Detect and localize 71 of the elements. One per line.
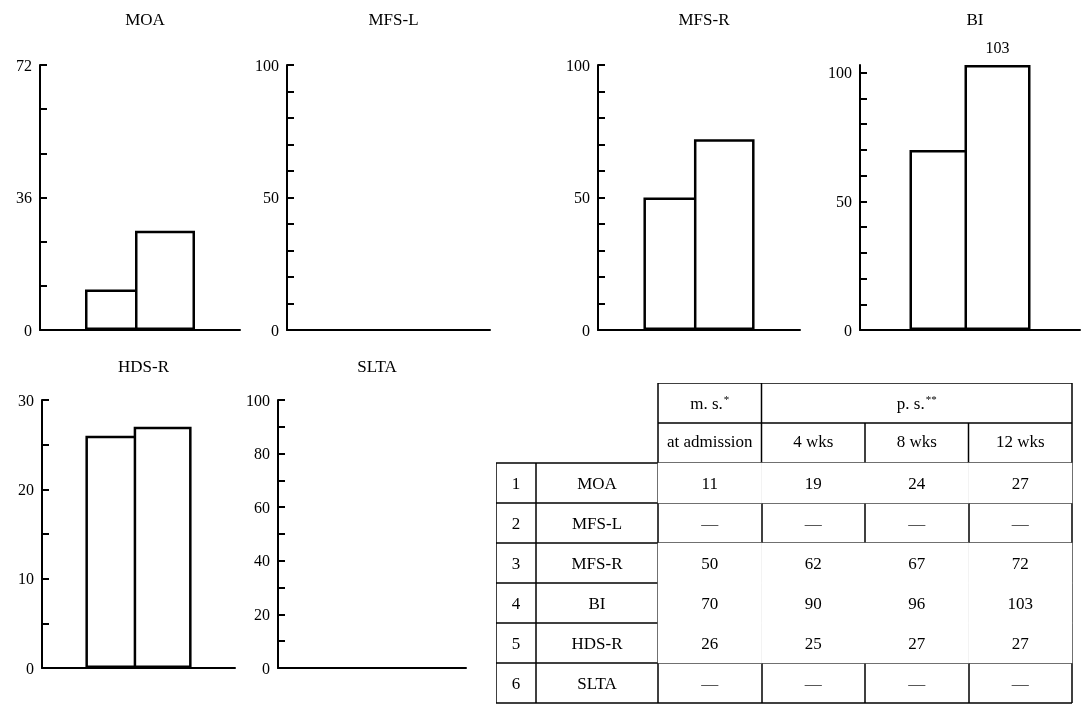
- data-label: 96: [908, 593, 926, 613]
- chart-title: MOA: [125, 10, 166, 29]
- data-label: 27: [1011, 473, 1030, 493]
- text: —: [701, 673, 719, 693]
- y-tick-label: SLTA: [577, 673, 618, 693]
- chart-title: SLTA: [357, 357, 398, 376]
- data-label: 11: [701, 473, 718, 493]
- chart-title: HDS-R: [117, 357, 170, 376]
- text: m. s.*: [690, 393, 730, 413]
- data-label: 50: [701, 553, 719, 573]
- data-label: 27: [1011, 633, 1030, 653]
- text: —: [908, 513, 926, 533]
- data-label: 24: [908, 473, 926, 493]
- data-label: 25: [804, 633, 822, 653]
- y-tick-label: 80: [254, 445, 270, 463]
- y2-tick-label: 5: [511, 633, 521, 653]
- data-label: 62: [804, 553, 822, 573]
- chart-title: MFS-L: [368, 10, 419, 29]
- data-label: 27: [908, 633, 926, 653]
- chart-title: MFS-R: [678, 10, 731, 29]
- y2-tick-label: 2: [511, 513, 521, 533]
- y-tick-label: HDS-R: [571, 633, 624, 653]
- data-label: 72: [1011, 553, 1029, 573]
- y-tick-label: 0: [844, 321, 852, 339]
- y-tick-label: 0: [582, 321, 590, 339]
- y-tick-label: 10: [18, 570, 34, 588]
- y2-tick-label: 4: [511, 593, 521, 613]
- x-tick-label: 12 wks: [995, 432, 1045, 451]
- data-label: 26: [701, 633, 719, 653]
- y-tick-label: 36: [16, 189, 32, 206]
- y2-tick-label: 1: [511, 473, 521, 493]
- y-tick-label: 20: [18, 480, 34, 498]
- x-tick-label: 8 wks: [896, 432, 937, 451]
- data-label: 19: [804, 473, 822, 493]
- x-tick-label: at admission: [667, 432, 753, 451]
- text: —: [804, 673, 822, 693]
- y2-tick-label: 3: [511, 553, 521, 573]
- y-tick-label: 0: [262, 659, 270, 677]
- y-tick-label: 0: [24, 321, 32, 339]
- chart-title: BI: [966, 10, 984, 29]
- y-tick-label: 40: [254, 552, 270, 570]
- y-tick-label: 30: [18, 391, 34, 409]
- y-tick-label: 100: [828, 64, 852, 82]
- y-tick-label: 50: [836, 192, 852, 210]
- x-tick-label: 4 wks: [793, 432, 834, 451]
- y-tick-label: 20: [254, 605, 270, 623]
- text: —: [701, 513, 719, 533]
- y-tick-label: BI: [588, 593, 606, 613]
- y2-tick-label: 6: [511, 673, 521, 693]
- y-tick-label: MFS-L: [571, 513, 623, 533]
- data-label: 90: [804, 593, 822, 613]
- y-tick-label: MOA: [577, 473, 618, 493]
- y-tick-label: 100: [566, 56, 590, 74]
- data-label: 103: [985, 38, 1010, 56]
- data-label: 67: [908, 553, 926, 573]
- data-label: 70: [701, 593, 719, 613]
- text: —: [1011, 673, 1029, 693]
- y-tick-label: 50: [574, 189, 590, 206]
- data-label: 103: [1007, 593, 1033, 613]
- y-tick-label: 72: [16, 56, 32, 74]
- y-tick-label: 100: [246, 391, 270, 409]
- text: —: [1011, 513, 1029, 533]
- text: —: [804, 513, 822, 533]
- y-tick-label: 0: [26, 659, 34, 677]
- y-tick-label: 50: [263, 189, 279, 206]
- text: —: [908, 673, 926, 693]
- y-tick-label: 100: [255, 56, 279, 74]
- text: p. s.**: [896, 393, 937, 413]
- y-tick-label: 60: [254, 498, 270, 516]
- y-tick-label: MFS-R: [571, 553, 624, 573]
- y-tick-label: 0: [271, 321, 279, 339]
